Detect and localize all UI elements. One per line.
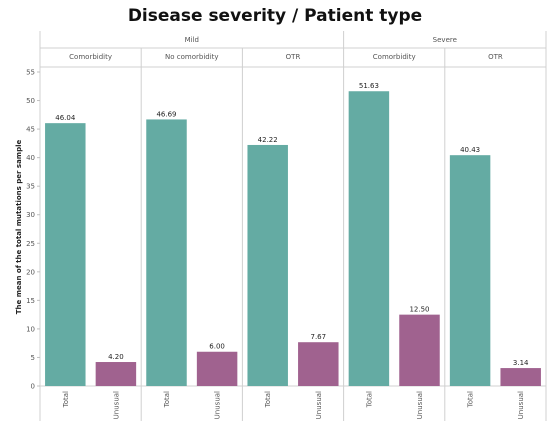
bar-unusual xyxy=(95,362,137,386)
group-label: Severe xyxy=(433,36,457,44)
panel-label: OTR xyxy=(286,53,301,61)
bar-total xyxy=(348,91,390,387)
y-tick-label: 55 xyxy=(26,69,35,77)
data-label: 6.00 xyxy=(209,343,225,351)
panel-label: No comorbidity xyxy=(165,53,219,61)
y-tick-label: 15 xyxy=(26,297,35,305)
panel-label: Comorbidity xyxy=(69,53,112,61)
bar-total xyxy=(247,144,288,386)
bar-unusual xyxy=(298,342,339,386)
data-label: 46.69 xyxy=(156,110,176,118)
bar-unusual xyxy=(500,368,541,386)
y-tick-label: 40 xyxy=(26,154,35,162)
data-label: 4.20 xyxy=(108,353,124,361)
x-tick-label: Unusual xyxy=(416,391,424,419)
bar-total xyxy=(449,155,491,386)
data-label: 3.14 xyxy=(513,359,529,367)
x-axis: Total Unusual Total Unusual Total Unusual Tota… xyxy=(62,391,525,419)
y-tick-label: 25 xyxy=(26,240,35,248)
panel-headers: Mild Comorbidity No comorbidity OTR Severe Co… xyxy=(69,36,503,61)
x-tick-label: Total xyxy=(467,391,475,408)
y-tick-label: 45 xyxy=(26,126,35,134)
bar-total xyxy=(45,123,86,387)
bar-total xyxy=(146,119,187,387)
y-axis-label: The mean of the total mutations per samp… xyxy=(15,140,23,315)
x-tick-label: Total xyxy=(163,391,171,408)
bar-unusual xyxy=(399,314,440,386)
chart-title: Disease severity / Patient type xyxy=(128,6,422,26)
x-tick-label: Total xyxy=(62,391,70,408)
y-tick-label: 0 xyxy=(31,383,35,391)
data-label: 12.50 xyxy=(409,306,429,314)
x-tick-label: Unusual xyxy=(315,391,323,419)
data-label: 7.67 xyxy=(311,333,327,341)
group-label: Mild xyxy=(185,36,199,44)
data-label: 40.43 xyxy=(460,146,480,154)
x-tick-label: Unusual xyxy=(214,391,222,419)
x-tick-label: Total xyxy=(365,391,373,408)
y-tick-label: 20 xyxy=(26,268,35,276)
data-label: 42.22 xyxy=(258,136,278,144)
panel-label: Comorbidity xyxy=(373,53,416,61)
y-tick-label: 30 xyxy=(26,211,35,219)
y-axis: 0 5 10 15 20 25 30 35 40 45 50 55 xyxy=(26,69,40,391)
y-tick-label: 10 xyxy=(26,325,35,333)
bar-unusual xyxy=(196,351,238,386)
y-tick-label: 35 xyxy=(26,183,35,191)
data-label: 46.04 xyxy=(55,114,76,122)
bars: 46.04 4.20 46.69 6.00 42.22 7.67 51.63 12.50 40.… xyxy=(45,82,541,387)
panel-label: OTR xyxy=(488,53,503,61)
y-tick-label: 5 xyxy=(31,354,35,362)
y-tick-label: 50 xyxy=(26,97,35,105)
x-tick-label: Total xyxy=(264,391,272,408)
data-label: 51.63 xyxy=(359,82,379,90)
x-tick-label: Unusual xyxy=(112,391,120,419)
x-tick-label: Unusual xyxy=(517,391,525,419)
